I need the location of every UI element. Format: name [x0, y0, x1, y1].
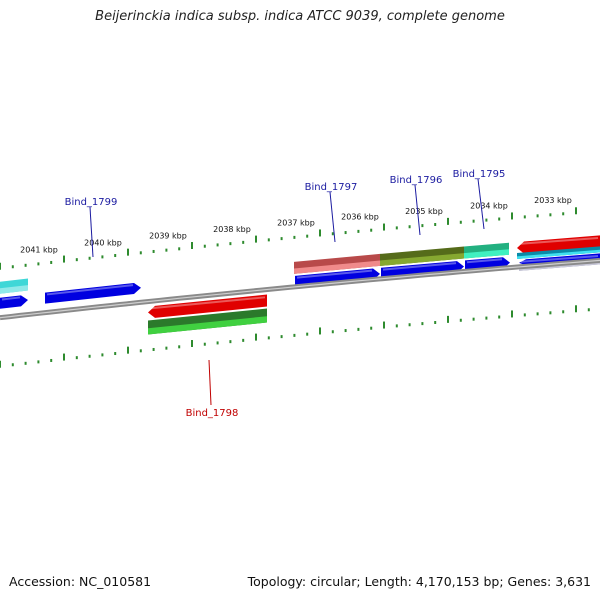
- cog-block-1795: [464, 242, 509, 259]
- tick-label: 2038 kbp: [213, 225, 251, 234]
- cog-block-1796: [380, 246, 464, 266]
- gene-arrow-left-edge: [0, 295, 28, 309]
- leader-line: [414, 184, 421, 236]
- gene-label: Bind_1796: [390, 175, 443, 186]
- tick-label: 2036 kbp: [341, 213, 379, 222]
- leader-line: [329, 191, 336, 243]
- tick-label: 2039 kbp: [149, 231, 187, 240]
- tick-label: 2041 kbp: [20, 245, 58, 254]
- gene-arrow-1796-shine: [382, 262, 457, 271]
- leader-line: [208, 359, 212, 406]
- gene-arrow-1798: [148, 294, 267, 318]
- cog-block-1795-bottom: [464, 249, 509, 259]
- tick-label: 2040 kbp: [84, 238, 122, 247]
- accession-text: Accession: NC_010581: [9, 574, 152, 589]
- tick-layer: 2041 kbp 2040 kbp 2039 kbp 2038 kbp 2037 kbp…: [0, 196, 590, 368]
- gene-arrow-1799-body: [45, 283, 141, 304]
- cog-block-right-cyan-bottom: [517, 249, 600, 260]
- map-title: Beijerinckia indica subsp. indica ATCC 9…: [95, 9, 505, 24]
- cog-block-left: [0, 278, 28, 294]
- gene-arrow-1795-shine: [466, 258, 503, 264]
- backbone-layer: [0, 257, 600, 321]
- label-layer: Bind_1799 Bind_1797 Bind_1796 Bind_1795 Bind…: [65, 169, 506, 419]
- gene-arrow-right-blue-body: [519, 253, 600, 266]
- gene-arrow-right-blue-shine: [520, 255, 599, 263]
- gene-arrow-right-blue: [519, 253, 600, 266]
- cog-block-left-bottom: [0, 285, 28, 294]
- cog-block-right-cyan: [517, 246, 600, 260]
- tick-label: 2037 kbp: [277, 219, 315, 228]
- gene-arrow-1799: [45, 283, 141, 304]
- tick-label: 2035 kbp: [405, 207, 443, 216]
- gene-arrow-left-edge-shine: [1, 296, 21, 301]
- backbone-highlight: [0, 259, 600, 319]
- leader-line: [89, 206, 94, 258]
- tick-label: 2034 kbp: [470, 201, 508, 210]
- gene-arrow-left-edge-body: [0, 295, 28, 309]
- gene-arrow-1799-shine: [46, 284, 134, 296]
- cog-block-1798: [148, 308, 267, 335]
- gene-arrow-1798-shine: [149, 296, 266, 310]
- gene-label: Bind_1799: [65, 197, 118, 208]
- gene-arrow-right-edge-shine: [518, 237, 599, 245]
- cog-block-1796-bottom: [380, 253, 464, 266]
- genome-summary-text: Topology: circular; Length: 4,170,153 bp…: [247, 574, 591, 589]
- cog-block-1798-bottom: [148, 316, 267, 335]
- cog-block-1797: [294, 253, 380, 274]
- gene-arrow-1797-shine: [296, 269, 373, 279]
- gene-arrow-1798-body: [148, 294, 267, 318]
- cog-block-1797-bottom: [294, 260, 380, 274]
- gene-label: Bind_1798: [186, 408, 239, 419]
- gene-label: Bind_1795: [453, 169, 506, 180]
- tick-label: 2033 kbp: [534, 196, 572, 205]
- leader-line: [477, 178, 485, 230]
- gene-label: Bind_1797: [305, 182, 358, 193]
